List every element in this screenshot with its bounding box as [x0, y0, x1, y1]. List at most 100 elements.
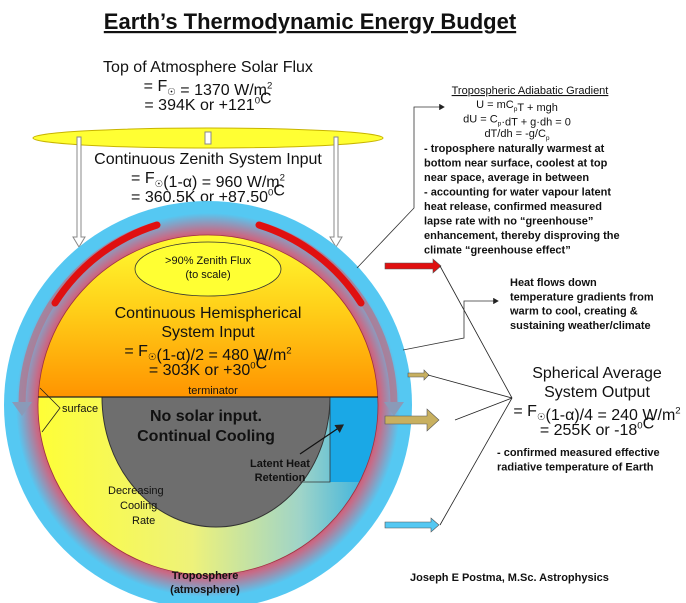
text-segment: Continuous Hemispherical — [115, 305, 302, 322]
text-segment: T + mgh — [517, 102, 557, 114]
text-segment: Troposphere — [172, 570, 239, 582]
text-segment: C — [273, 183, 285, 200]
text-segment: enhancement, thereby disproving the — [424, 230, 620, 242]
text-segment: Top of Atmosphere Solar Flux — [103, 59, 313, 76]
text-segment: ·dT + g·dh = 0 — [501, 116, 571, 128]
text-segment: C — [260, 91, 272, 108]
superscript: 0 — [268, 188, 273, 199]
blue-output-arrow — [384, 517, 440, 533]
text-segment: U = mC — [476, 99, 514, 111]
text-segment: C — [643, 416, 655, 433]
hemispherical-input-line: = 303K or +300C — [149, 356, 267, 379]
text-segment: climate “greenhouse effect” — [424, 245, 571, 257]
text-segment: sustaining weather/climate — [510, 320, 651, 332]
spherical-output-line: Spherical Average — [532, 365, 662, 382]
zenith-input-line: = F☉(1-α) = 960 W/m2 — [131, 170, 285, 191]
latent-heat-line: Retention — [255, 472, 306, 484]
heat-flows-connector — [402, 297, 499, 351]
top-flux-line: = F☉ = 1370 W/m2 — [144, 78, 273, 99]
text-segment: lapse rate with no “greenhouse” — [424, 216, 593, 228]
heat-flows-text: Heat flows down temperature gradients fro… — [509, 277, 654, 332]
text-segment: Continuous Zenith System Input — [94, 151, 322, 168]
text-segment: Retention — [255, 472, 306, 484]
down-arrow-icon — [12, 402, 32, 416]
subscript: p — [514, 106, 518, 113]
superscript: 2 — [286, 346, 291, 357]
spherical-output-text: Spherical Average System Output = F☉(1-α)/… — [513, 365, 680, 439]
subscript: ☉ — [167, 87, 176, 98]
superscript: 2 — [267, 81, 272, 92]
text-segment: = 394K or +121 — [144, 97, 254, 114]
zenith-input-line: = 360.5K or +87.500C — [131, 183, 285, 206]
adiabatic-notes-line: enhancement, thereby disproving the — [424, 230, 620, 242]
adiabatic-notes-line: lapse rate with no “greenhouse” — [424, 216, 593, 228]
night-cooling-region — [101, 397, 330, 528]
text-segment: = F — [144, 78, 168, 95]
latent-heat-line: Latent Heat — [250, 458, 310, 470]
troposphere-line: (atmosphere) — [170, 584, 240, 596]
zenith-flux-line: (to scale) — [185, 269, 230, 281]
adiabatic-connector — [356, 103, 445, 269]
page-title: Earth’s Thermodynamic Energy Budget — [104, 9, 517, 34]
text-segment: (1-α)/2 = 480 W/m — [157, 347, 287, 364]
decreasing-cooling-line: Rate — [132, 515, 155, 527]
text-segment: dU = C — [463, 114, 498, 126]
heat-flows-line: Heat flows down — [510, 277, 597, 289]
text-segment: No solar input. — [150, 408, 262, 425]
down-arrow-center-top — [204, 131, 212, 145]
no-solar-text: No solar input. Continual Cooling — [137, 408, 275, 445]
down-arrow-icon — [384, 402, 404, 416]
text-segment: Cooling — [120, 500, 157, 512]
text-segment: - accounting for water vapour latent — [424, 187, 611, 199]
heat-flows-line: sustaining weather/climate — [510, 320, 651, 332]
top-flux-text: Top of Atmosphere Solar Flux = F☉ = 1370 … — [103, 59, 313, 114]
no-solar-line: Continual Cooling — [137, 428, 275, 445]
superscript: 2 — [280, 173, 285, 184]
decreasing-cooling-line: Decreasing — [108, 485, 164, 497]
output-arrows — [384, 258, 442, 533]
decreasing-cooling-text: Decreasing Cooling Rate — [108, 485, 164, 527]
output-note-line: radiative temperature of Earth — [497, 462, 654, 474]
adiabatic-notes: - troposphere naturally warmest at bottom… — [424, 143, 620, 257]
text-segment: temperature gradients from — [510, 291, 654, 303]
output-note-line: - confirmed measured effective — [497, 447, 660, 459]
text-segment: (atmosphere) — [170, 584, 240, 596]
adiabatic-formulas-line: dU = Cp·dT + g·dh = 0 — [463, 114, 571, 129]
text-segment: = F — [124, 343, 148, 360]
subscript: p — [498, 120, 502, 127]
text-segment: near space, average in between — [424, 172, 589, 184]
spherical-output-line: = 255K or -180C — [540, 416, 654, 439]
zenith-input-text: Continuous Zenith System Input = F☉(1-α) … — [94, 151, 322, 206]
superscript: 0 — [637, 421, 642, 432]
adiabatic-title: Tropospheric Adiabatic Gradient — [452, 85, 609, 97]
text-segment: = F — [131, 170, 155, 187]
superscript: 0 — [255, 96, 260, 107]
text-segment: = F — [513, 403, 537, 420]
down-arrow-left — [72, 136, 86, 248]
text-segment: = 360.5K or +87.50 — [131, 189, 268, 206]
hemispherical-input-line: Continuous Hemispherical — [115, 305, 302, 322]
no-solar-line: No solar input. — [150, 408, 262, 425]
text-segment: Spherical Average — [532, 365, 662, 382]
zenith-flux-line: >90% Zenith Flux — [165, 255, 251, 267]
text-segment: (to scale) — [185, 269, 230, 281]
heat-flows-line: temperature gradients from — [510, 291, 654, 303]
adiabatic-notes-line: - accounting for water vapour latent — [424, 187, 611, 199]
text-segment: bottom near surface, coolest at top — [424, 158, 608, 170]
spherical-output-line: = F☉(1-α)/4 = 240 W/m2 — [513, 403, 680, 424]
text-segment: >90% Zenith Flux — [165, 255, 251, 267]
zenith-flux-text: >90% Zenith Flux (to scale) — [165, 255, 251, 281]
latent-heat-text: Latent Heat Retention — [250, 458, 310, 484]
adiabatic-notes-line: bottom near surface, coolest at top — [424, 158, 608, 170]
text-segment: - troposphere naturally warmest at — [424, 143, 605, 155]
author-credit: Joseph E Postma, M.Sc. Astrophysics — [410, 572, 609, 584]
text-segment: = 255K or -18 — [540, 422, 638, 439]
red-output-arrow — [384, 258, 442, 274]
troposphere-text: Troposphere (atmosphere) — [170, 570, 240, 596]
adiabatic-notes-line: heat release, confirmed measured — [424, 201, 602, 213]
text-segment: System Input — [161, 324, 255, 341]
subscript: ☉ — [148, 352, 157, 363]
hemispherical-input-text: Continuous Hemispherical System Input = F☉… — [115, 305, 302, 379]
text-segment: - confirmed measured effective — [497, 447, 660, 459]
